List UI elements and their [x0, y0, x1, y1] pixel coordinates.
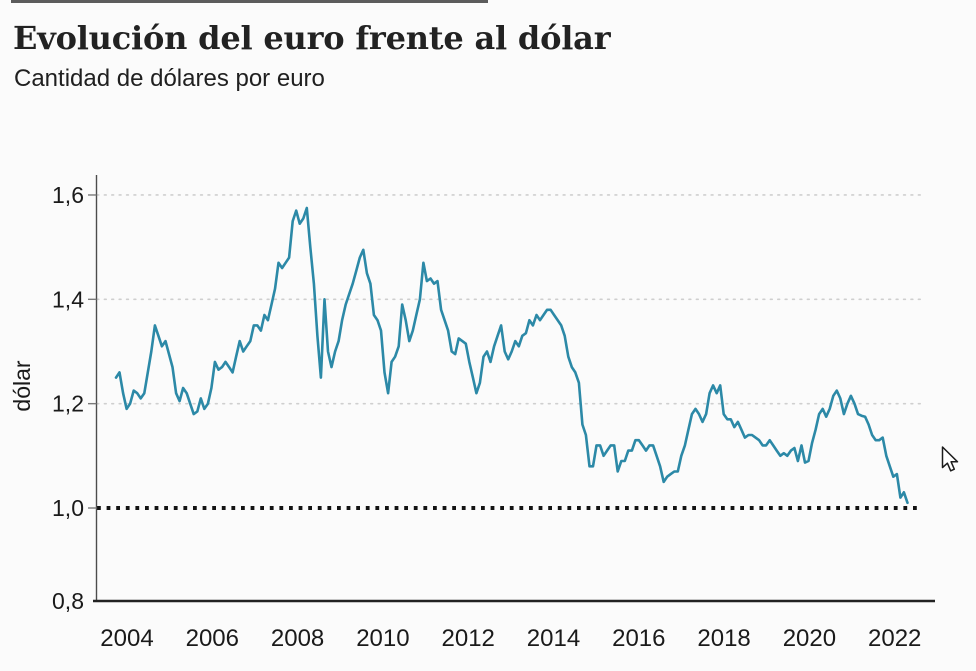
y-axis-tick-label: 1,2: [52, 391, 84, 417]
mouse-cursor: [941, 446, 959, 472]
top-edge-line: [11, 0, 488, 3]
x-axis-tick-label: 2008: [271, 625, 324, 652]
y-axis-title: dólar: [9, 360, 35, 411]
y-axis-tick-label: 1,4: [52, 286, 84, 312]
x-axis-tick-label: 2020: [783, 625, 836, 652]
x-axis-tick-label: 2012: [442, 625, 495, 652]
exchange-rate-line: [114, 206, 909, 505]
x-axis-tick-label: 2018: [697, 625, 750, 652]
x-axis-tick-label: 2016: [612, 625, 665, 652]
x-axis-tick-label: 2010: [356, 625, 409, 652]
chart-title: Evolución del euro frente al dólar: [13, 19, 611, 57]
chart-subtitle: Cantidad de dólares por euro: [14, 65, 325, 92]
y-axis-tick-label: 1,6: [52, 182, 84, 208]
y-axis-tick-label: 0,8: [52, 588, 84, 614]
x-axis-tick-label: 2014: [527, 625, 580, 652]
x-axis-tick-label: 2006: [186, 625, 239, 652]
arrow-pointer-icon: [941, 446, 959, 472]
y-axis-tick-label: 1,0: [52, 495, 84, 521]
x-axis-tick-label: 2004: [100, 625, 153, 652]
x-axis-tick-label: 2022: [868, 625, 921, 652]
